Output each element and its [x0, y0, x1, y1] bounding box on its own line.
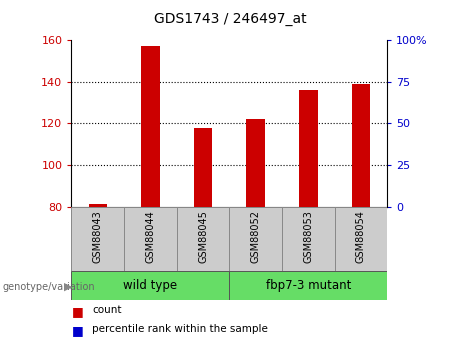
Bar: [352, 83, 370, 207]
Text: percentile rank within the sample: percentile rank within the sample: [92, 324, 268, 334]
Text: GSM88053: GSM88053: [303, 210, 313, 263]
Bar: [247, 119, 265, 207]
FancyBboxPatch shape: [282, 207, 335, 271]
Text: GSM88054: GSM88054: [356, 210, 366, 263]
Bar: [299, 90, 318, 207]
FancyBboxPatch shape: [229, 271, 387, 300]
Text: GSM88045: GSM88045: [198, 210, 208, 263]
Text: count: count: [92, 305, 122, 315]
FancyBboxPatch shape: [177, 207, 229, 271]
Text: GSM88044: GSM88044: [145, 210, 155, 263]
FancyBboxPatch shape: [335, 207, 387, 271]
Text: GSM88052: GSM88052: [251, 210, 260, 263]
Text: GDS1743 / 246497_at: GDS1743 / 246497_at: [154, 12, 307, 26]
Text: wild type: wild type: [124, 279, 177, 292]
Text: fbp7-3 mutant: fbp7-3 mutant: [266, 279, 351, 292]
Bar: [141, 46, 160, 207]
Text: ■: ■: [71, 324, 83, 337]
Text: genotype/variation: genotype/variation: [2, 282, 95, 292]
Text: ▶: ▶: [64, 282, 72, 292]
Bar: [89, 204, 107, 207]
FancyBboxPatch shape: [124, 207, 177, 271]
Text: GSM88043: GSM88043: [93, 210, 103, 263]
FancyBboxPatch shape: [71, 271, 229, 300]
FancyBboxPatch shape: [71, 207, 124, 271]
Bar: [194, 128, 212, 207]
Text: ■: ■: [71, 305, 83, 318]
FancyBboxPatch shape: [229, 207, 282, 271]
